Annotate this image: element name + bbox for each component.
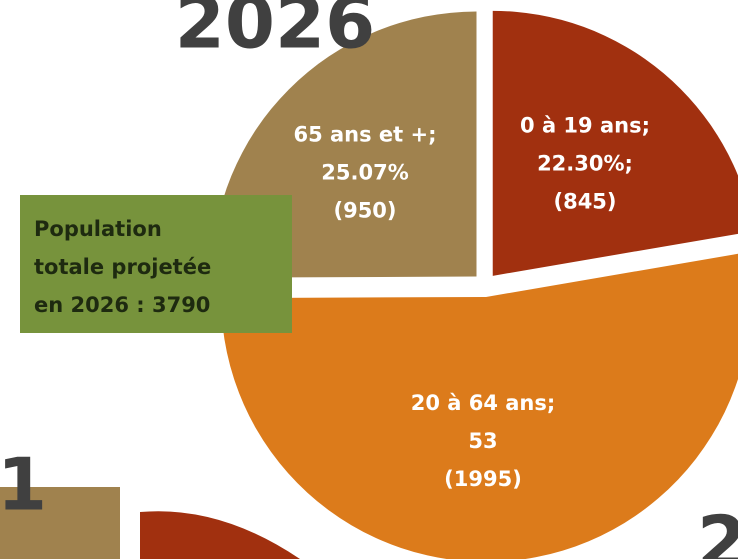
annotation: Population xyxy=(34,217,162,241)
slice-label: 0 à 19 ans; xyxy=(520,113,650,137)
slice-label: 65 ans et +; xyxy=(293,123,436,147)
chart-title: 2026 xyxy=(175,0,375,65)
background-pie-slice xyxy=(140,511,300,559)
slice-label: 22.30%; xyxy=(537,151,633,175)
annotation-box xyxy=(20,195,292,333)
annotation: en 2026 : 3790 xyxy=(34,293,210,317)
slice-label: (845) xyxy=(553,189,616,213)
pie-slice xyxy=(221,253,738,559)
fragment-text: 1 xyxy=(0,443,47,527)
pie-slice xyxy=(492,10,738,276)
slice-label: 53 xyxy=(468,429,497,453)
annotation: totale projetée xyxy=(34,255,211,279)
background-pie-slice xyxy=(0,487,120,559)
slice-label: (950) xyxy=(333,199,396,223)
slice-label: 25.07% xyxy=(321,161,408,185)
slice-label: 20 à 64 ans; xyxy=(411,391,556,415)
slice-label: (1995) xyxy=(444,467,522,491)
fragment-text: 2 xyxy=(697,501,738,559)
